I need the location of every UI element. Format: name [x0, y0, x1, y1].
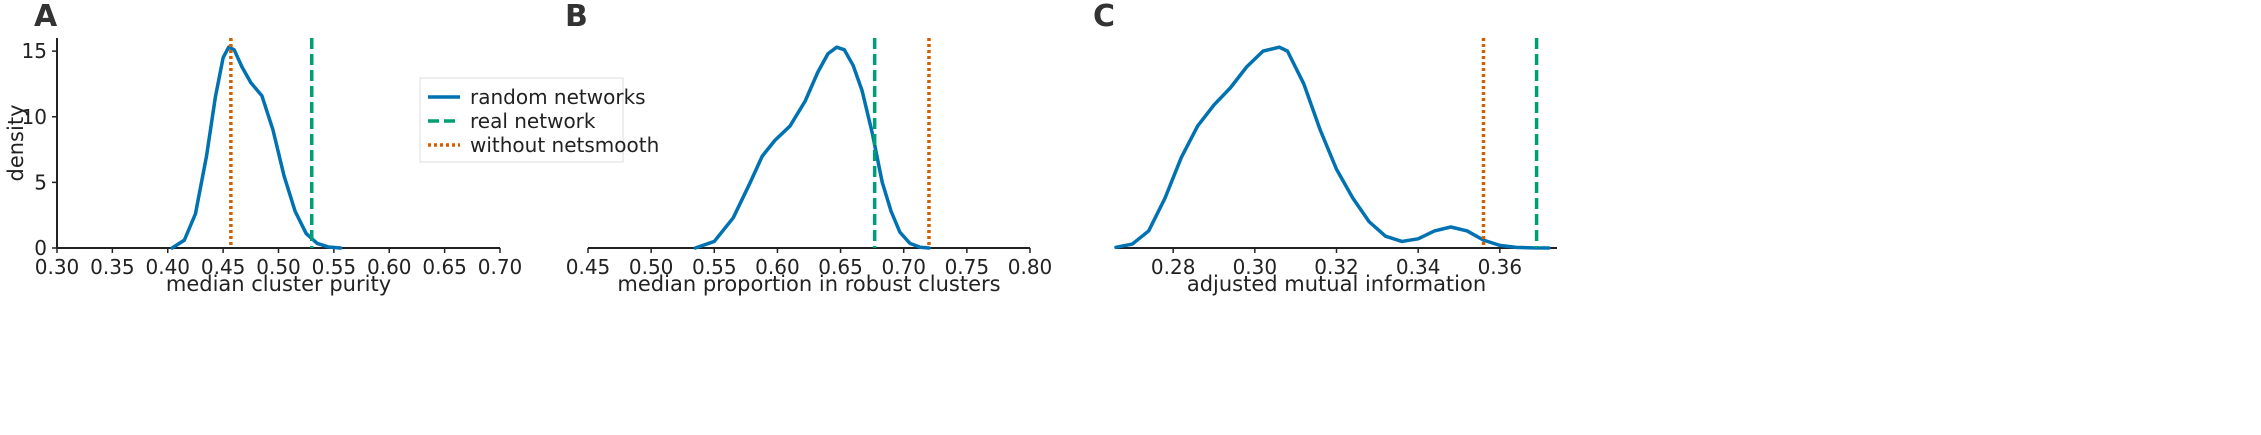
- x-tick-label: 0.70: [478, 255, 523, 279]
- x-tick-label: 0.35: [90, 255, 135, 279]
- legend-label-real: real network: [470, 109, 596, 133]
- y-tick-label: 10: [22, 105, 47, 129]
- x-tick-label: 0.34: [1396, 255, 1441, 279]
- x-tick-label: 0.45: [201, 255, 246, 279]
- x-tick-label: 0.55: [692, 255, 737, 279]
- y-tick-label: 0: [34, 236, 47, 260]
- density-curve: [170, 45, 343, 250]
- panel-letter: A: [34, 0, 58, 34]
- x-tick-label: 0.50: [256, 255, 301, 279]
- x-tick-label: 0.80: [1008, 255, 1053, 279]
- x-tick-label: 0.65: [422, 255, 467, 279]
- x-tick-label: 0.60: [755, 255, 800, 279]
- x-tick-label: 0.60: [367, 255, 412, 279]
- x-tick-label: 0.36: [1478, 255, 1523, 279]
- density-curve: [693, 45, 931, 250]
- x-tick-label: 0.70: [881, 255, 926, 279]
- y-axis-label: density: [4, 105, 28, 182]
- x-tick-label: 0.55: [312, 255, 357, 279]
- panel-A: A 0.30 0.35 0.40 0.45 0.50 0.55 0.60 0.65 0.70 0 5 1…: [4, 0, 522, 296]
- legend: random networks real network without net…: [419, 77, 659, 163]
- x-axis-label: median cluster purity: [166, 272, 391, 296]
- x-tick-label: 0.40: [145, 255, 190, 279]
- legend-label-without: without netsmooth: [470, 133, 659, 157]
- x-axis-label: adjusted mutual information: [1187, 272, 1486, 296]
- density-curve: [1114, 45, 1551, 250]
- panel-B: B 0.45 0.50 0.55 0.60 0.65 0.70 0.75 0.80 median …: [565, 0, 1052, 296]
- x-tick-label: 0.32: [1314, 255, 1359, 279]
- x-tick-label: 0.50: [629, 255, 674, 279]
- x-tick-label: 0.45: [566, 255, 611, 279]
- x-axis-label: median proportion in robust clusters: [617, 272, 1000, 296]
- panel-letter: C: [1093, 0, 1115, 34]
- y-tick-label: 5: [34, 170, 47, 194]
- panel-letter: B: [565, 0, 588, 34]
- y-tick-label: 15: [22, 39, 47, 63]
- x-tick-label: 0.75: [945, 255, 990, 279]
- x-tick-label: 0.30: [1233, 255, 1278, 279]
- legend-label-random: random networks: [470, 85, 646, 109]
- x-tick-label: 0.30: [35, 255, 80, 279]
- x-tick-label: 0.65: [818, 255, 863, 279]
- x-tick-label: 0.28: [1151, 255, 1196, 279]
